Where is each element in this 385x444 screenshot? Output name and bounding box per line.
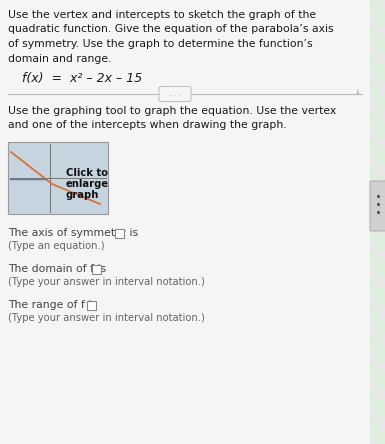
Text: enlarge: enlarge bbox=[66, 179, 109, 189]
Text: The domain of f is: The domain of f is bbox=[8, 264, 106, 274]
FancyBboxPatch shape bbox=[370, 181, 385, 231]
Text: f(x)  =  x² – 2x – 15: f(x) = x² – 2x – 15 bbox=[22, 72, 142, 85]
FancyBboxPatch shape bbox=[92, 265, 101, 274]
Text: quadratic function. Give the equation of the parabola’s axis: quadratic function. Give the equation of… bbox=[8, 24, 334, 35]
Text: The axis of symmetry is: The axis of symmetry is bbox=[8, 228, 138, 238]
FancyBboxPatch shape bbox=[8, 142, 108, 214]
Text: graph: graph bbox=[66, 190, 99, 200]
Text: Click to: Click to bbox=[66, 168, 108, 178]
Text: (Type an equation.): (Type an equation.) bbox=[8, 241, 105, 251]
FancyBboxPatch shape bbox=[0, 0, 370, 444]
Text: Use the vertex and intercepts to sketch the graph of the: Use the vertex and intercepts to sketch … bbox=[8, 10, 316, 20]
Text: (Type your answer in interval notation.): (Type your answer in interval notation.) bbox=[8, 313, 205, 323]
Text: Use the graphing tool to graph the equation. Use the vertex: Use the graphing tool to graph the equat… bbox=[8, 106, 336, 116]
Text: ↓: ↓ bbox=[355, 89, 361, 95]
FancyBboxPatch shape bbox=[115, 229, 124, 238]
Text: of symmetry. Use the graph to determine the function’s: of symmetry. Use the graph to determine … bbox=[8, 39, 313, 49]
Text: . . .: . . . bbox=[169, 90, 181, 99]
FancyBboxPatch shape bbox=[159, 87, 191, 102]
Text: (Type your answer in interval notation.): (Type your answer in interval notation.) bbox=[8, 277, 205, 287]
FancyBboxPatch shape bbox=[87, 301, 96, 310]
Text: The range of f is: The range of f is bbox=[8, 300, 97, 310]
Text: domain and range.: domain and range. bbox=[8, 53, 112, 63]
Text: and one of the intercepts when drawing the graph.: and one of the intercepts when drawing t… bbox=[8, 120, 286, 130]
